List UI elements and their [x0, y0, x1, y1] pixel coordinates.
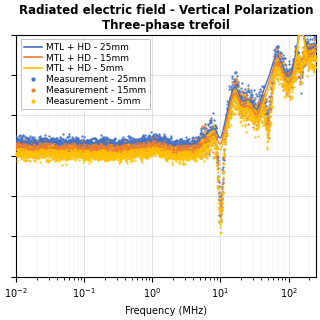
X-axis label: Frequency (MHz): Frequency (MHz) [125, 306, 207, 316]
Legend: MTL + HD - 25mm, MTL + HD - 15mm, MTL + HD - 5mm, Measurement - 25mm, Measuremen: MTL + HD - 25mm, MTL + HD - 15mm, MTL + … [20, 39, 149, 109]
Title: Radiated electric field - Vertical Polarization
Three-phase trefoil: Radiated electric field - Vertical Polar… [19, 4, 313, 32]
